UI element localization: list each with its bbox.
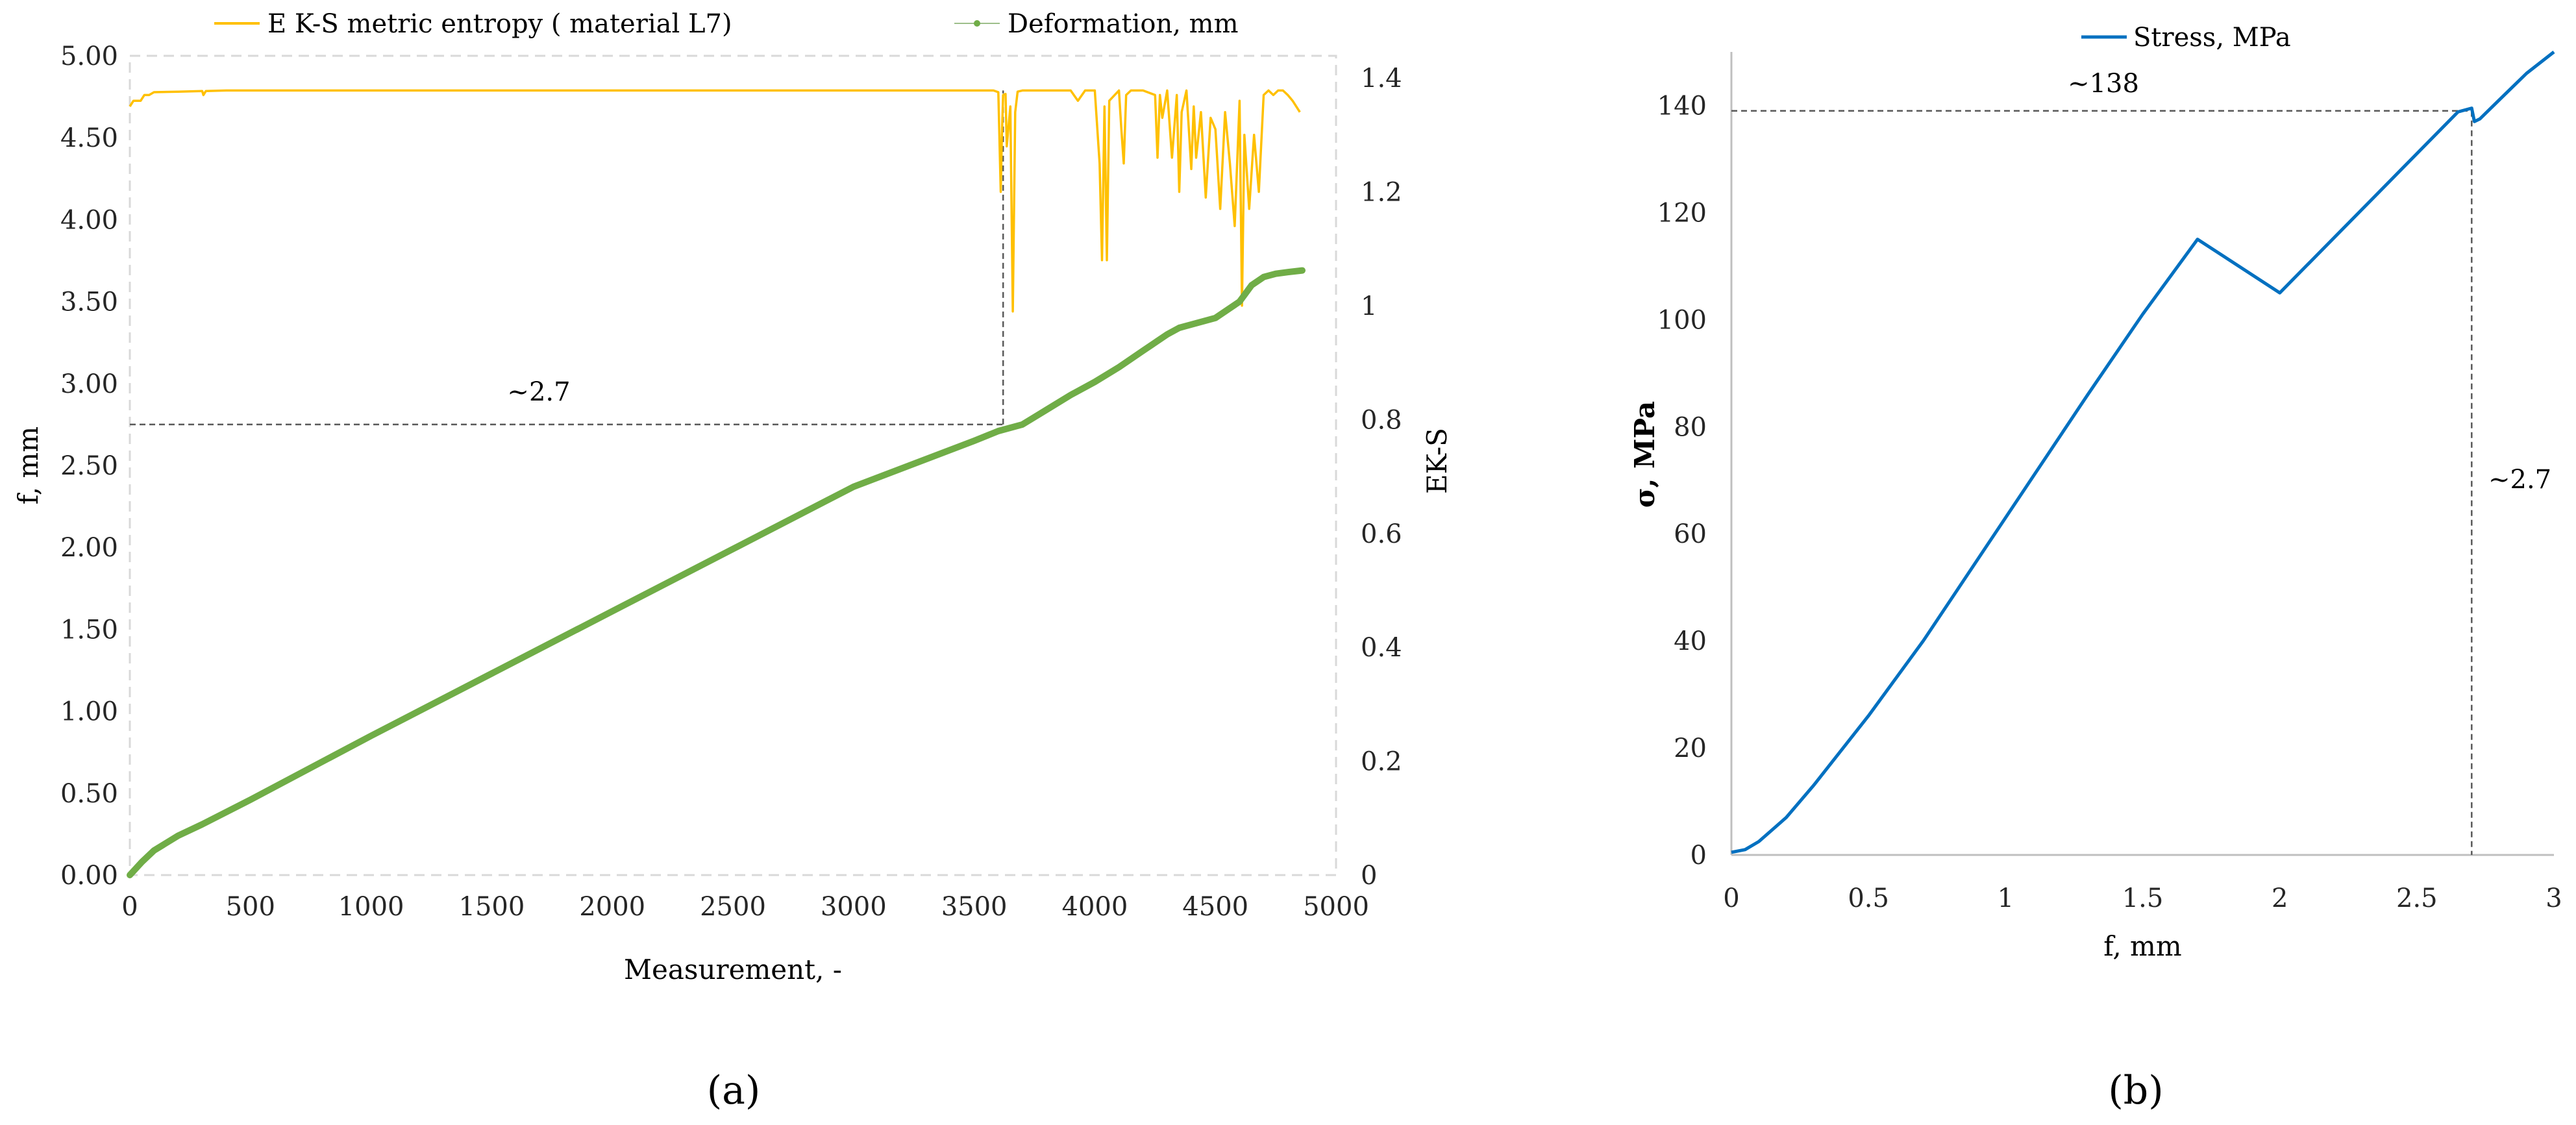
- panel-label-b: (b): [2108, 1068, 2163, 1113]
- y-tick-label: 2.00: [60, 533, 118, 563]
- b-x-tick-label: 1.5: [2122, 884, 2164, 913]
- x-tick-label: 4500: [1182, 892, 1248, 922]
- series-line-entropy: [129, 89, 1301, 313]
- x-tick-label: 1000: [338, 892, 404, 922]
- y2-tick-label: 0.2: [1361, 747, 1402, 777]
- y2-tick-label: 0.4: [1361, 633, 1402, 663]
- b-x-axis-title: f, mm: [2103, 930, 2181, 962]
- y2-tick-label: 0.8: [1361, 405, 1402, 435]
- b-y-tick-label: 40: [1674, 626, 1707, 656]
- x-tick-label: 2500: [700, 892, 766, 922]
- b-x-tick-label: 0: [1723, 884, 1739, 913]
- legend-label-entropy: E K-S metric entropy ( material L7): [267, 9, 732, 39]
- b-y-tick-label: 60: [1674, 519, 1707, 549]
- b-x-tick-label: 2.5: [2396, 884, 2438, 913]
- y-tick-label: 4.00: [60, 205, 118, 235]
- y2-tick-label: 1.4: [1361, 64, 1402, 93]
- b-y-axis-title: σ, MPa: [1629, 401, 1661, 508]
- y2-axis-title: EK-S: [1421, 428, 1453, 494]
- b-y-tick-label: 120: [1657, 198, 1707, 228]
- b-x-tick-label: 2: [2272, 884, 2288, 913]
- x-tick-label: 3500: [941, 892, 1008, 922]
- x-tick-label: 5000: [1303, 892, 1369, 922]
- annotation-label: ~2.7: [507, 377, 570, 407]
- b-y-tick-label: 80: [1674, 412, 1707, 442]
- b-annotation-x: ~2.7: [2488, 465, 2551, 495]
- b-x-tick-label: 3: [2545, 884, 2562, 913]
- y-tick-label: 4.50: [60, 123, 118, 153]
- y2-tick-label: 1: [1361, 291, 1377, 321]
- x-tick-label: 2000: [579, 892, 645, 922]
- x-axis-title: Measurement, -: [624, 954, 842, 985]
- plot-a-frame: [129, 55, 1337, 876]
- x-tick-label: 4000: [1062, 892, 1128, 922]
- series-line-deformation: [127, 267, 1306, 878]
- legend-label-deformation: Deformation, mm: [1008, 9, 1239, 39]
- y-tick-label: 0.50: [60, 779, 118, 809]
- y-tick-label: 0.00: [60, 861, 118, 891]
- y-tick-label: 3.00: [60, 369, 118, 399]
- x-tick-label: 1500: [459, 892, 525, 922]
- b-x-tick-label: 0.5: [1848, 884, 1889, 913]
- b-y-tick-label: 0: [1690, 841, 1707, 871]
- b-annotation-y: ~138: [2068, 69, 2139, 99]
- series-line-stress: [1731, 51, 2555, 854]
- y-tick-label: 3.50: [60, 288, 118, 317]
- x-tick-label: 0: [121, 892, 138, 922]
- legend-label-stress: Stress, MPa: [2133, 23, 2291, 53]
- y-tick-label: 2.50: [60, 451, 118, 481]
- y-axis-title: f, mm: [12, 427, 44, 504]
- b-y-tick-label: 100: [1657, 305, 1707, 335]
- y-tick-label: 5.00: [60, 42, 118, 71]
- y-tick-label: 1.00: [60, 697, 118, 727]
- y2-tick-label: 1.2: [1361, 178, 1402, 208]
- y2-tick-label: 0.6: [1361, 519, 1402, 549]
- legend-marker-deformation: [974, 20, 980, 27]
- y-tick-label: 1.50: [60, 615, 118, 645]
- x-tick-label: 3000: [821, 892, 887, 922]
- y2-tick-label: 0: [1361, 861, 1377, 891]
- b-y-tick-label: 20: [1674, 734, 1707, 763]
- b-x-tick-label: 1: [1998, 884, 2014, 913]
- panel-label-a: (a): [707, 1068, 761, 1113]
- b-y-tick-label: 140: [1657, 91, 1707, 121]
- x-tick-label: 500: [226, 892, 275, 922]
